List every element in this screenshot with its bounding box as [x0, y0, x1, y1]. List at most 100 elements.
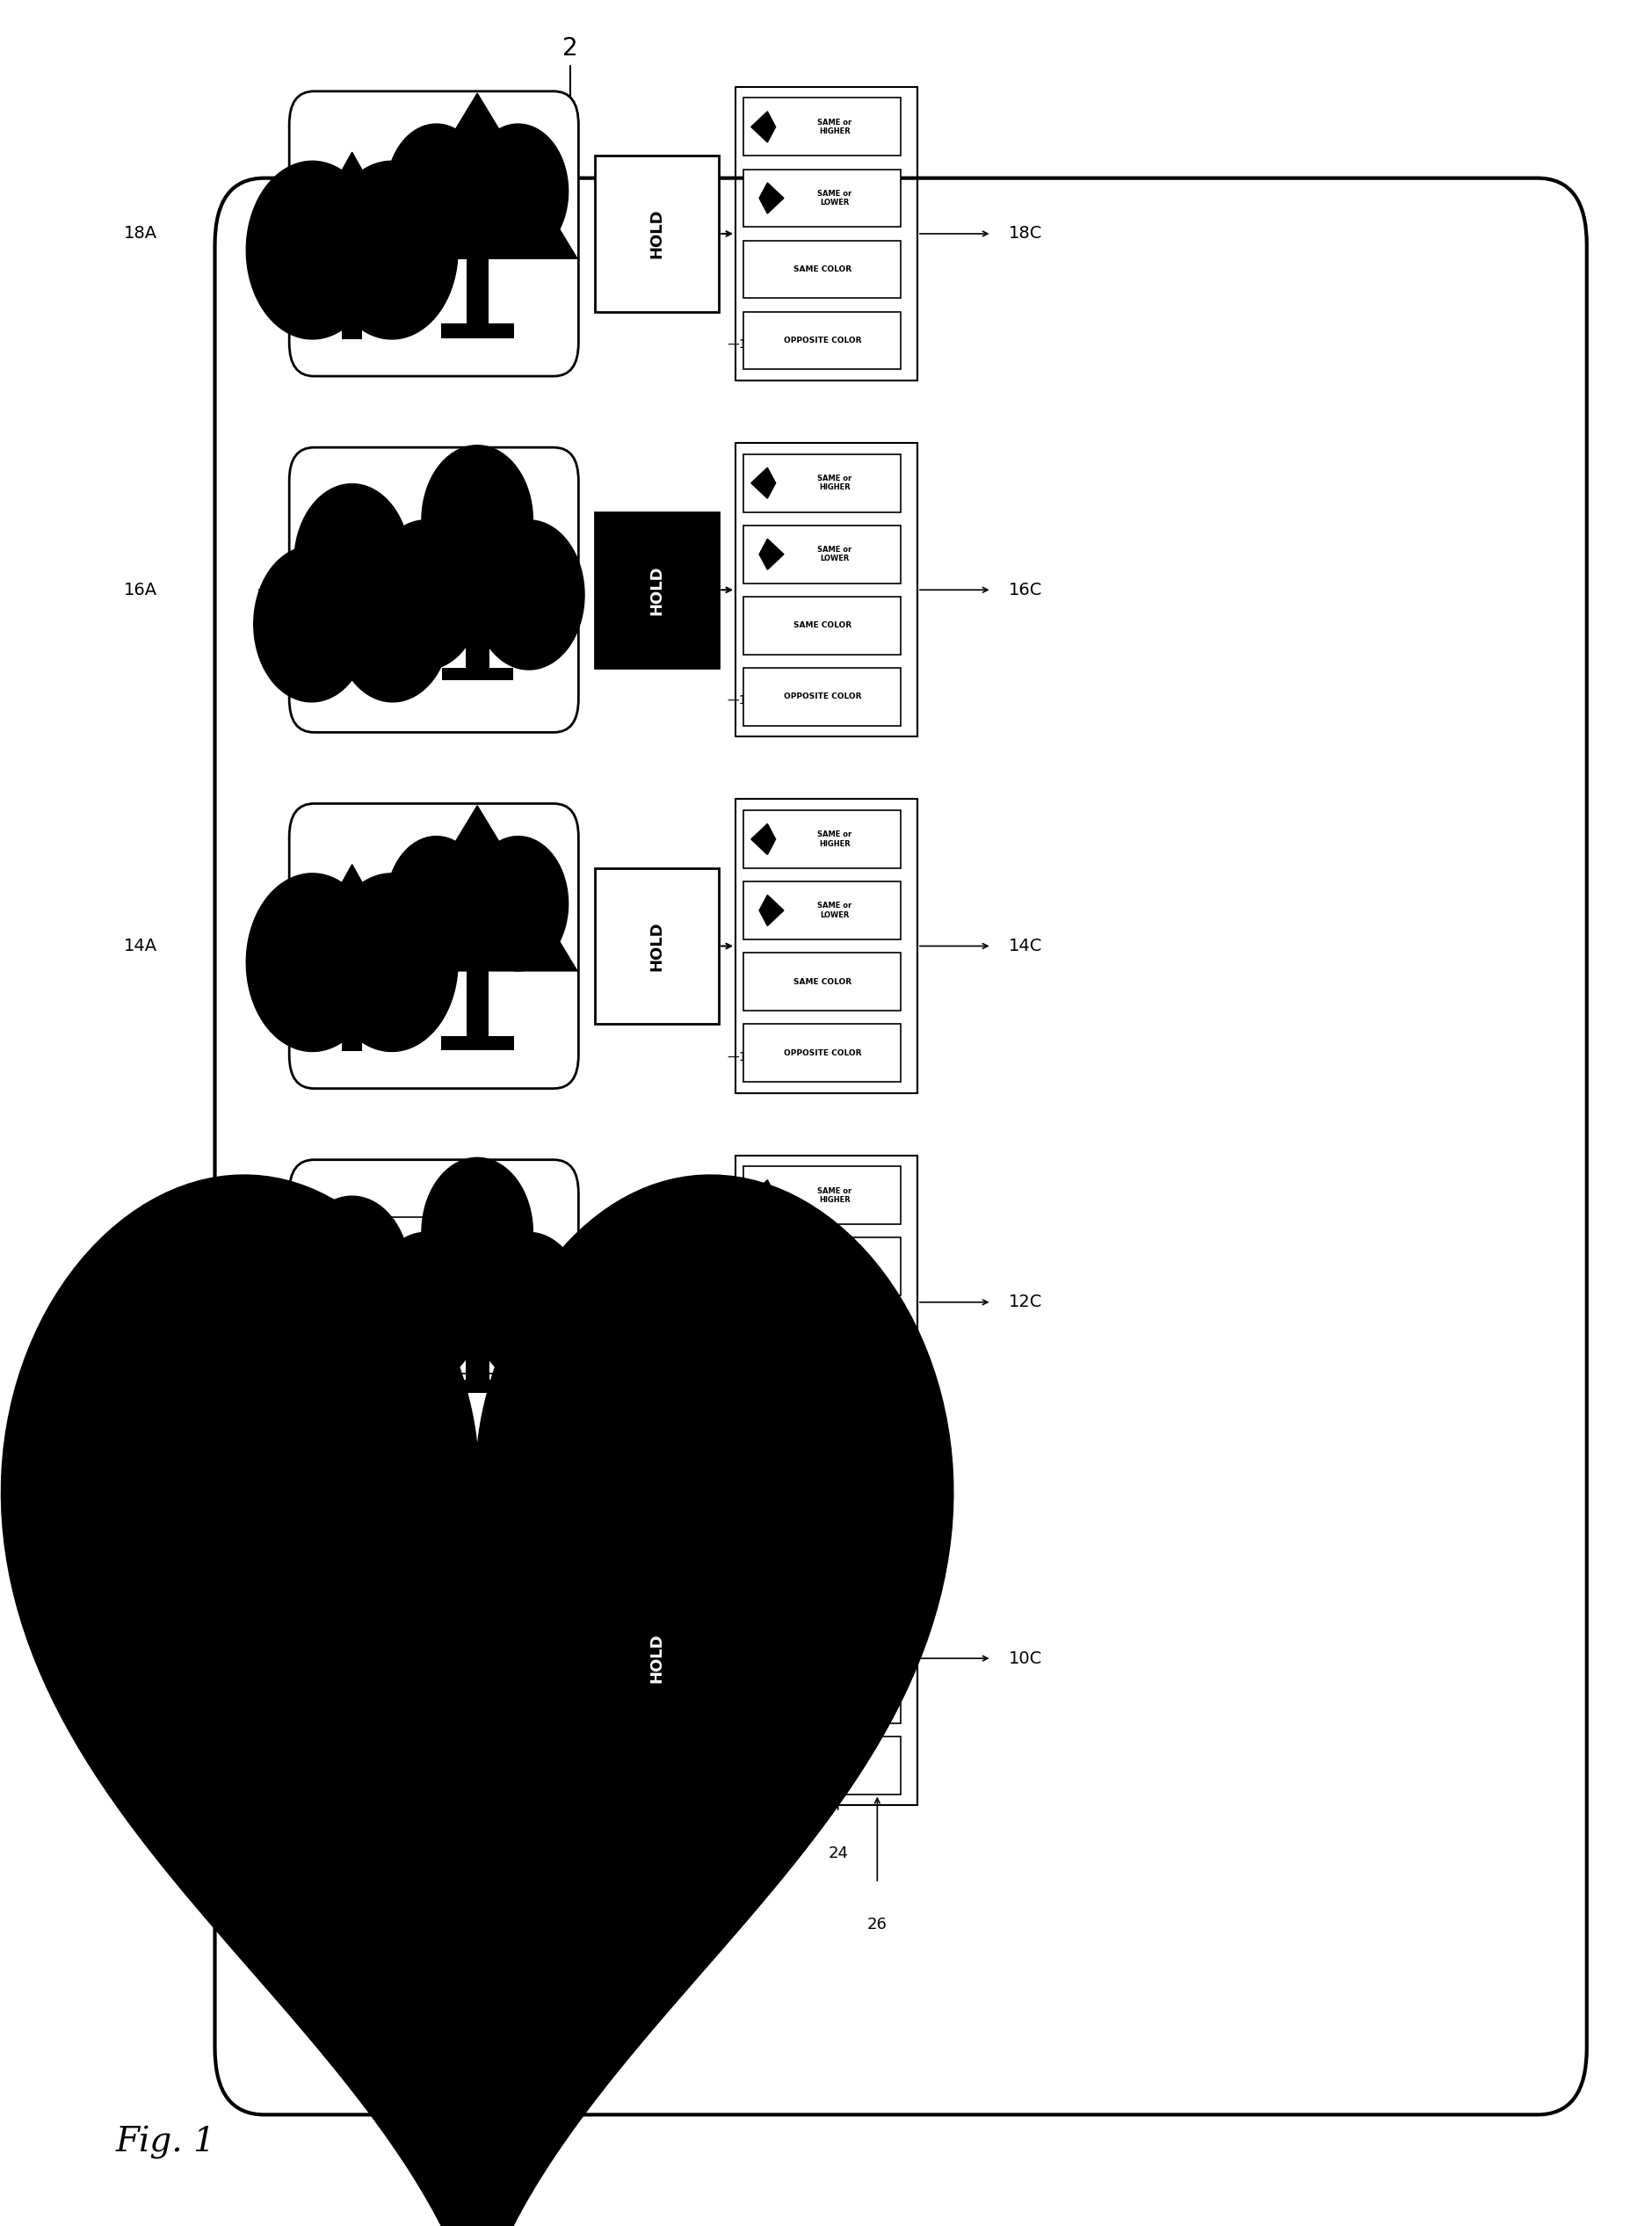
Polygon shape [750, 824, 775, 855]
Text: SAME COLOR: SAME COLOR [793, 265, 851, 274]
Text: OPPOSITE COLOR: OPPOSITE COLOR [783, 692, 861, 701]
Text: OPPOSITE COLOR: OPPOSITE COLOR [783, 1048, 861, 1057]
Text: HOLD: HOLD [649, 922, 664, 971]
Polygon shape [246, 873, 378, 1051]
Text: SAME COLOR: SAME COLOR [793, 1333, 851, 1342]
Text: 10A: 10A [124, 1649, 157, 1667]
Polygon shape [421, 445, 532, 594]
Bar [743, 1166, 900, 1224]
Text: OPPOSITE COLOR: OPPOSITE COLOR [783, 1761, 861, 1770]
Bar [344, 1329, 360, 1376]
Text: 2: 2 [562, 36, 578, 140]
Polygon shape [750, 1180, 775, 1211]
Text: SAME COLOR: SAME COLOR [793, 621, 851, 630]
Text: 26: 26 [867, 1917, 887, 1932]
Text: 6: 6 [330, 895, 354, 928]
Polygon shape [421, 1158, 532, 1307]
Bar [595, 868, 719, 1024]
Text: SAME or
LOWER: SAME or LOWER [818, 545, 852, 563]
Text: HOLD: HOLD [649, 1278, 664, 1327]
Bar [743, 1665, 900, 1723]
Text: —12B: —12B [727, 1407, 763, 1420]
FancyBboxPatch shape [289, 1516, 578, 1801]
Bar [595, 156, 719, 312]
Polygon shape [387, 837, 486, 971]
Text: A: A [330, 539, 357, 572]
Text: 18A: 18A [124, 225, 157, 243]
FancyBboxPatch shape [289, 447, 578, 732]
Bar [743, 1594, 900, 1652]
Text: HOLD: HOLD [649, 565, 664, 614]
Bar [441, 323, 514, 338]
Text: 16A: 16A [124, 581, 157, 599]
Polygon shape [370, 1233, 481, 1382]
Polygon shape [273, 864, 431, 1006]
Text: 16C: 16C [1008, 581, 1041, 599]
Polygon shape [193, 1507, 510, 1957]
Text: HOLD: HOLD [649, 1634, 664, 1683]
Polygon shape [246, 160, 378, 338]
Text: 12C: 12C [1008, 1293, 1041, 1311]
Bar [344, 617, 360, 663]
Text: Fig. 1: Fig. 1 [116, 2126, 215, 2159]
Text: 24: 24 [828, 1845, 847, 1861]
Text: 20: 20 [748, 1703, 770, 1718]
Bar [466, 252, 487, 325]
Text: —18B: —18B [727, 338, 763, 352]
Bar [441, 668, 512, 681]
Polygon shape [2, 1175, 953, 2226]
Polygon shape [370, 521, 481, 670]
Bar [743, 810, 900, 868]
Bar [342, 285, 362, 338]
Bar [743, 240, 900, 298]
Bar [595, 1224, 719, 1380]
Polygon shape [254, 1258, 370, 1414]
Polygon shape [758, 539, 783, 570]
Text: 12A: 12A [124, 1293, 157, 1311]
Text: SAME or
LOWER: SAME or LOWER [818, 189, 852, 207]
Text: SAME COLOR: SAME COLOR [793, 977, 851, 986]
Text: SAME or
HIGHER: SAME or HIGHER [818, 474, 852, 492]
Polygon shape [758, 1607, 783, 1638]
Bar [441, 1380, 512, 1393]
Bar [743, 1024, 900, 1082]
Bar [595, 1580, 719, 1736]
Polygon shape [472, 1233, 585, 1382]
Text: 14A: 14A [124, 937, 157, 955]
Text: 14C: 14C [1008, 937, 1041, 955]
Text: OPPOSITE COLOR: OPPOSITE COLOR [783, 336, 861, 345]
Bar [743, 953, 900, 1011]
Bar [743, 1736, 900, 1794]
Text: SAME COLOR: SAME COLOR [793, 1690, 851, 1698]
Bar [743, 668, 900, 726]
Text: 18C: 18C [1008, 225, 1041, 243]
Polygon shape [254, 545, 370, 701]
Text: —14B: —14B [727, 1051, 763, 1064]
Polygon shape [468, 837, 568, 971]
Bar [743, 1380, 900, 1438]
Polygon shape [335, 1258, 449, 1414]
Polygon shape [377, 806, 577, 971]
Text: 22: 22 [788, 1774, 808, 1790]
Bar [743, 597, 900, 654]
Polygon shape [750, 467, 775, 499]
Text: SAME or
LOWER: SAME or LOWER [818, 1258, 852, 1275]
Bar [595, 512, 719, 668]
Bar [743, 312, 900, 370]
Bar [743, 525, 900, 583]
Bar [466, 964, 487, 1037]
Polygon shape [472, 521, 585, 670]
Bar [743, 454, 900, 512]
Text: HOLD: HOLD [649, 209, 664, 258]
Bar [743, 98, 900, 156]
Bar [441, 1035, 514, 1051]
Bar [743, 1309, 900, 1367]
FancyBboxPatch shape [215, 178, 1586, 2115]
Polygon shape [294, 1195, 410, 1351]
Bar [743, 881, 900, 939]
Text: 10C: 10C [1008, 1649, 1041, 1667]
Text: K: K [330, 1251, 357, 1284]
FancyBboxPatch shape [289, 804, 578, 1089]
Bar [743, 1238, 900, 1296]
Bar [743, 1523, 900, 1580]
